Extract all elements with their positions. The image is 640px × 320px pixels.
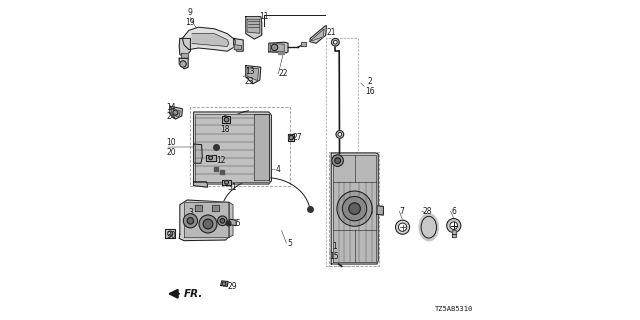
Text: 14
24: 14 24 bbox=[166, 103, 176, 121]
Circle shape bbox=[220, 219, 225, 223]
Polygon shape bbox=[181, 53, 188, 58]
Polygon shape bbox=[192, 34, 229, 46]
Polygon shape bbox=[221, 281, 228, 286]
Circle shape bbox=[218, 216, 227, 226]
Polygon shape bbox=[195, 205, 202, 211]
Polygon shape bbox=[332, 153, 378, 264]
Circle shape bbox=[271, 44, 278, 51]
Ellipse shape bbox=[419, 214, 438, 241]
Circle shape bbox=[335, 158, 340, 164]
Text: 30: 30 bbox=[166, 231, 176, 240]
Polygon shape bbox=[270, 44, 284, 52]
Text: 28: 28 bbox=[422, 207, 432, 216]
Polygon shape bbox=[452, 230, 456, 234]
Polygon shape bbox=[184, 202, 229, 237]
Polygon shape bbox=[170, 106, 182, 119]
Polygon shape bbox=[193, 182, 207, 187]
Circle shape bbox=[209, 156, 212, 160]
Polygon shape bbox=[234, 38, 243, 51]
Circle shape bbox=[180, 61, 186, 67]
Text: TZ5AB5310: TZ5AB5310 bbox=[435, 306, 474, 312]
Text: 5: 5 bbox=[287, 239, 292, 248]
Circle shape bbox=[289, 135, 293, 140]
Polygon shape bbox=[278, 52, 280, 54]
Circle shape bbox=[333, 40, 337, 44]
Text: 22: 22 bbox=[278, 69, 288, 78]
Circle shape bbox=[447, 219, 461, 233]
Text: 26: 26 bbox=[365, 207, 374, 216]
Text: 2
16: 2 16 bbox=[365, 77, 374, 96]
Text: 12: 12 bbox=[216, 156, 225, 164]
Circle shape bbox=[349, 203, 360, 214]
Circle shape bbox=[337, 191, 372, 226]
Circle shape bbox=[184, 214, 197, 228]
Polygon shape bbox=[247, 68, 259, 81]
Polygon shape bbox=[182, 27, 236, 51]
Circle shape bbox=[332, 155, 344, 166]
Circle shape bbox=[336, 131, 344, 138]
Text: 21: 21 bbox=[326, 28, 336, 36]
Text: 1
15: 1 15 bbox=[330, 242, 339, 260]
Circle shape bbox=[188, 218, 193, 224]
Polygon shape bbox=[220, 170, 224, 174]
Polygon shape bbox=[301, 42, 306, 46]
Circle shape bbox=[224, 117, 229, 122]
Circle shape bbox=[396, 220, 410, 234]
Text: 7: 7 bbox=[399, 207, 404, 216]
Circle shape bbox=[204, 219, 212, 229]
Polygon shape bbox=[193, 112, 271, 184]
Polygon shape bbox=[179, 58, 188, 69]
Polygon shape bbox=[179, 38, 191, 58]
Polygon shape bbox=[229, 219, 236, 226]
Polygon shape bbox=[283, 52, 284, 54]
Text: 6: 6 bbox=[451, 207, 456, 216]
Text: 31: 31 bbox=[227, 183, 237, 192]
Polygon shape bbox=[206, 155, 216, 161]
Polygon shape bbox=[269, 42, 288, 53]
Polygon shape bbox=[214, 167, 218, 171]
Text: 11: 11 bbox=[259, 12, 269, 20]
Polygon shape bbox=[223, 116, 230, 123]
Polygon shape bbox=[254, 114, 269, 180]
Polygon shape bbox=[312, 29, 324, 41]
Polygon shape bbox=[246, 66, 261, 84]
Polygon shape bbox=[246, 17, 262, 39]
Polygon shape bbox=[172, 109, 180, 116]
Polygon shape bbox=[179, 200, 230, 241]
Polygon shape bbox=[229, 202, 233, 237]
Polygon shape bbox=[223, 180, 231, 185]
Text: 25: 25 bbox=[231, 220, 241, 228]
Text: 3
17: 3 17 bbox=[186, 208, 196, 227]
Polygon shape bbox=[333, 155, 376, 262]
Text: 10
20: 10 20 bbox=[166, 138, 176, 156]
Circle shape bbox=[222, 282, 226, 286]
Circle shape bbox=[173, 110, 178, 115]
Circle shape bbox=[225, 180, 228, 184]
Polygon shape bbox=[247, 19, 260, 33]
Polygon shape bbox=[193, 144, 202, 163]
Circle shape bbox=[332, 38, 339, 46]
Polygon shape bbox=[195, 114, 269, 182]
Polygon shape bbox=[377, 206, 383, 215]
Polygon shape bbox=[280, 52, 282, 54]
Circle shape bbox=[450, 222, 458, 229]
Text: 29: 29 bbox=[228, 282, 237, 291]
Polygon shape bbox=[452, 234, 456, 237]
Text: 13
23: 13 23 bbox=[245, 68, 255, 86]
Text: 8
18: 8 18 bbox=[220, 116, 230, 134]
Circle shape bbox=[398, 223, 407, 231]
Polygon shape bbox=[288, 134, 294, 141]
Polygon shape bbox=[212, 205, 219, 211]
Text: 4: 4 bbox=[276, 165, 281, 174]
Polygon shape bbox=[234, 45, 242, 50]
Text: FR.: FR. bbox=[184, 289, 204, 299]
Polygon shape bbox=[165, 229, 175, 238]
Text: 27: 27 bbox=[292, 133, 302, 142]
Circle shape bbox=[338, 132, 342, 136]
Circle shape bbox=[199, 215, 217, 233]
Text: 9
19: 9 19 bbox=[186, 8, 195, 27]
Polygon shape bbox=[310, 26, 326, 43]
Circle shape bbox=[342, 196, 367, 221]
